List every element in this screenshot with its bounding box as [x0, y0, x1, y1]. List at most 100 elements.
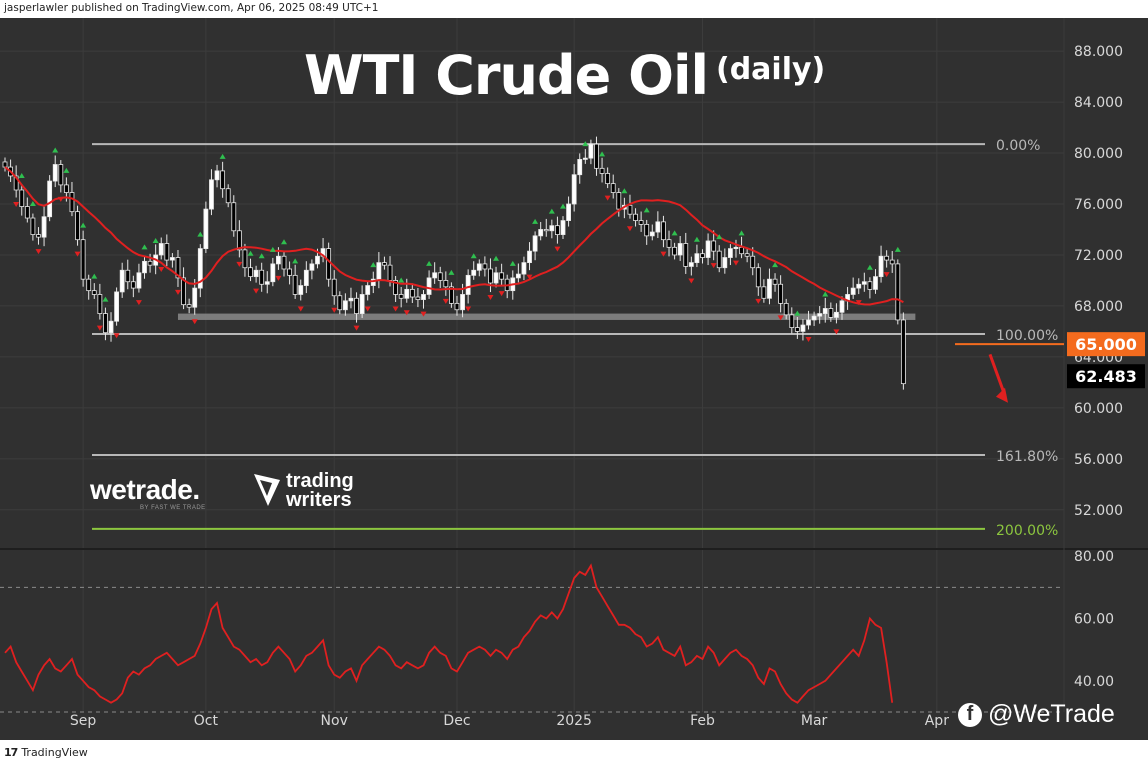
- candle-body: [2, 161, 8, 168]
- candle-body: [432, 272, 438, 279]
- candle-body: [499, 272, 505, 280]
- swing-low-marker: [855, 300, 862, 306]
- watermark: f @WeTrade: [958, 700, 1115, 729]
- tradingview-footer[interactable]: 17 TradingView: [4, 746, 88, 759]
- candle-body: [767, 278, 772, 299]
- swing-low-marker: [688, 278, 695, 284]
- swing-low-marker: [833, 329, 840, 335]
- swing-low-marker: [392, 306, 399, 312]
- candle-body: [142, 260, 147, 274]
- candle-body: [834, 311, 839, 318]
- candle-body: [136, 272, 142, 289]
- fib-level-label: 200.00%: [996, 523, 1058, 539]
- price-tick-label: 84.000: [1074, 95, 1123, 111]
- time-tick-label: Mar: [801, 713, 828, 729]
- wetrade-logo: wetrade.: [90, 474, 200, 505]
- swing-low-marker: [604, 195, 611, 201]
- swing-high-marker: [716, 234, 723, 240]
- candle-body: [281, 255, 287, 270]
- candle-body: [588, 143, 594, 159]
- candle-body: [326, 248, 332, 280]
- candle-body: [331, 278, 337, 297]
- swing-high-marker: [247, 250, 254, 256]
- candle-body: [895, 263, 901, 321]
- candle-body: [822, 308, 828, 314]
- candle-body: [309, 263, 315, 271]
- candle-body: [303, 269, 309, 286]
- swing-high-marker: [599, 151, 606, 157]
- swing-low-marker: [158, 266, 165, 272]
- swing-low-marker: [805, 337, 812, 343]
- candle-body: [861, 281, 867, 285]
- price-tick-label: 60.000: [1074, 401, 1123, 417]
- candle-body: [666, 239, 672, 248]
- price-tick-label: 68.000: [1074, 299, 1123, 315]
- swing-low-marker: [297, 306, 304, 312]
- candle-body: [19, 189, 25, 207]
- candle-body: [538, 229, 544, 237]
- time-tick-label: 2025: [556, 713, 592, 729]
- candle-body: [889, 259, 895, 265]
- candle-body: [13, 175, 19, 191]
- candle-body: [722, 257, 728, 269]
- candle-body: [683, 243, 689, 267]
- candle-body: [192, 287, 198, 308]
- candle-body: [672, 246, 677, 256]
- candle-body: [700, 253, 705, 258]
- candle-body: [900, 319, 906, 385]
- top-bar: jasperlawler published on TradingView.co…: [0, 0, 1148, 18]
- candle-body: [627, 204, 633, 215]
- candle-body: [270, 263, 276, 283]
- candle-body: [705, 240, 711, 258]
- swing-high-marker: [29, 201, 36, 207]
- candle-body: [197, 248, 203, 289]
- chart-canvas[interactable]: 0.00% 100.00% 161.80% 200.00% 88.000 84.000 8…: [0, 0, 1148, 740]
- swing-low-marker: [236, 261, 243, 267]
- moving-average-line: [4, 166, 904, 306]
- candle-body: [566, 203, 571, 221]
- fib-level-label: 0.00%: [996, 138, 1040, 154]
- swing-low-marker: [777, 315, 784, 321]
- swing-low-marker: [364, 306, 371, 312]
- swing-low-marker: [191, 319, 198, 325]
- swing-high-marker: [370, 262, 377, 268]
- down-arrow-head: [996, 387, 1008, 403]
- candle-body: [549, 225, 555, 232]
- candle-body: [728, 248, 733, 258]
- swing-high-marker: [269, 246, 276, 252]
- rsi-tick-label: 80.00: [1074, 549, 1114, 565]
- candle-body: [649, 231, 655, 237]
- candle-body: [253, 269, 259, 278]
- candle-body: [259, 269, 265, 285]
- candle-body: [108, 320, 114, 334]
- trading-writers-line2: writers: [286, 489, 352, 511]
- swing-high-marker: [258, 253, 265, 259]
- candle-body: [80, 239, 86, 280]
- candle-body: [393, 280, 399, 295]
- candle-body: [577, 159, 583, 176]
- swing-high-marker: [448, 269, 455, 275]
- candle-body: [365, 285, 371, 295]
- candle-body: [231, 202, 237, 232]
- candle-body: [225, 188, 231, 204]
- candle-body: [694, 253, 700, 264]
- candle-body: [292, 274, 298, 295]
- bottom-bar: [0, 740, 1148, 763]
- candle-body: [30, 217, 36, 235]
- watermark-text: @WeTrade: [988, 700, 1115, 728]
- swing-high-marker: [281, 239, 287, 245]
- candle-body: [52, 164, 58, 182]
- candle-body: [521, 262, 527, 275]
- fib-level-label: 100.00%: [996, 328, 1058, 344]
- candle-body: [884, 255, 890, 261]
- candle-body: [63, 184, 69, 193]
- candle-body: [806, 319, 811, 326]
- candle-body: [493, 272, 499, 284]
- price-label-box: [1067, 364, 1145, 389]
- candle-body: [488, 268, 493, 284]
- candle-body: [164, 243, 170, 261]
- candle-body: [119, 269, 125, 293]
- candle-body: [744, 253, 750, 257]
- swing-low-marker: [526, 274, 533, 280]
- price-label-text: 62.483: [1075, 367, 1137, 386]
